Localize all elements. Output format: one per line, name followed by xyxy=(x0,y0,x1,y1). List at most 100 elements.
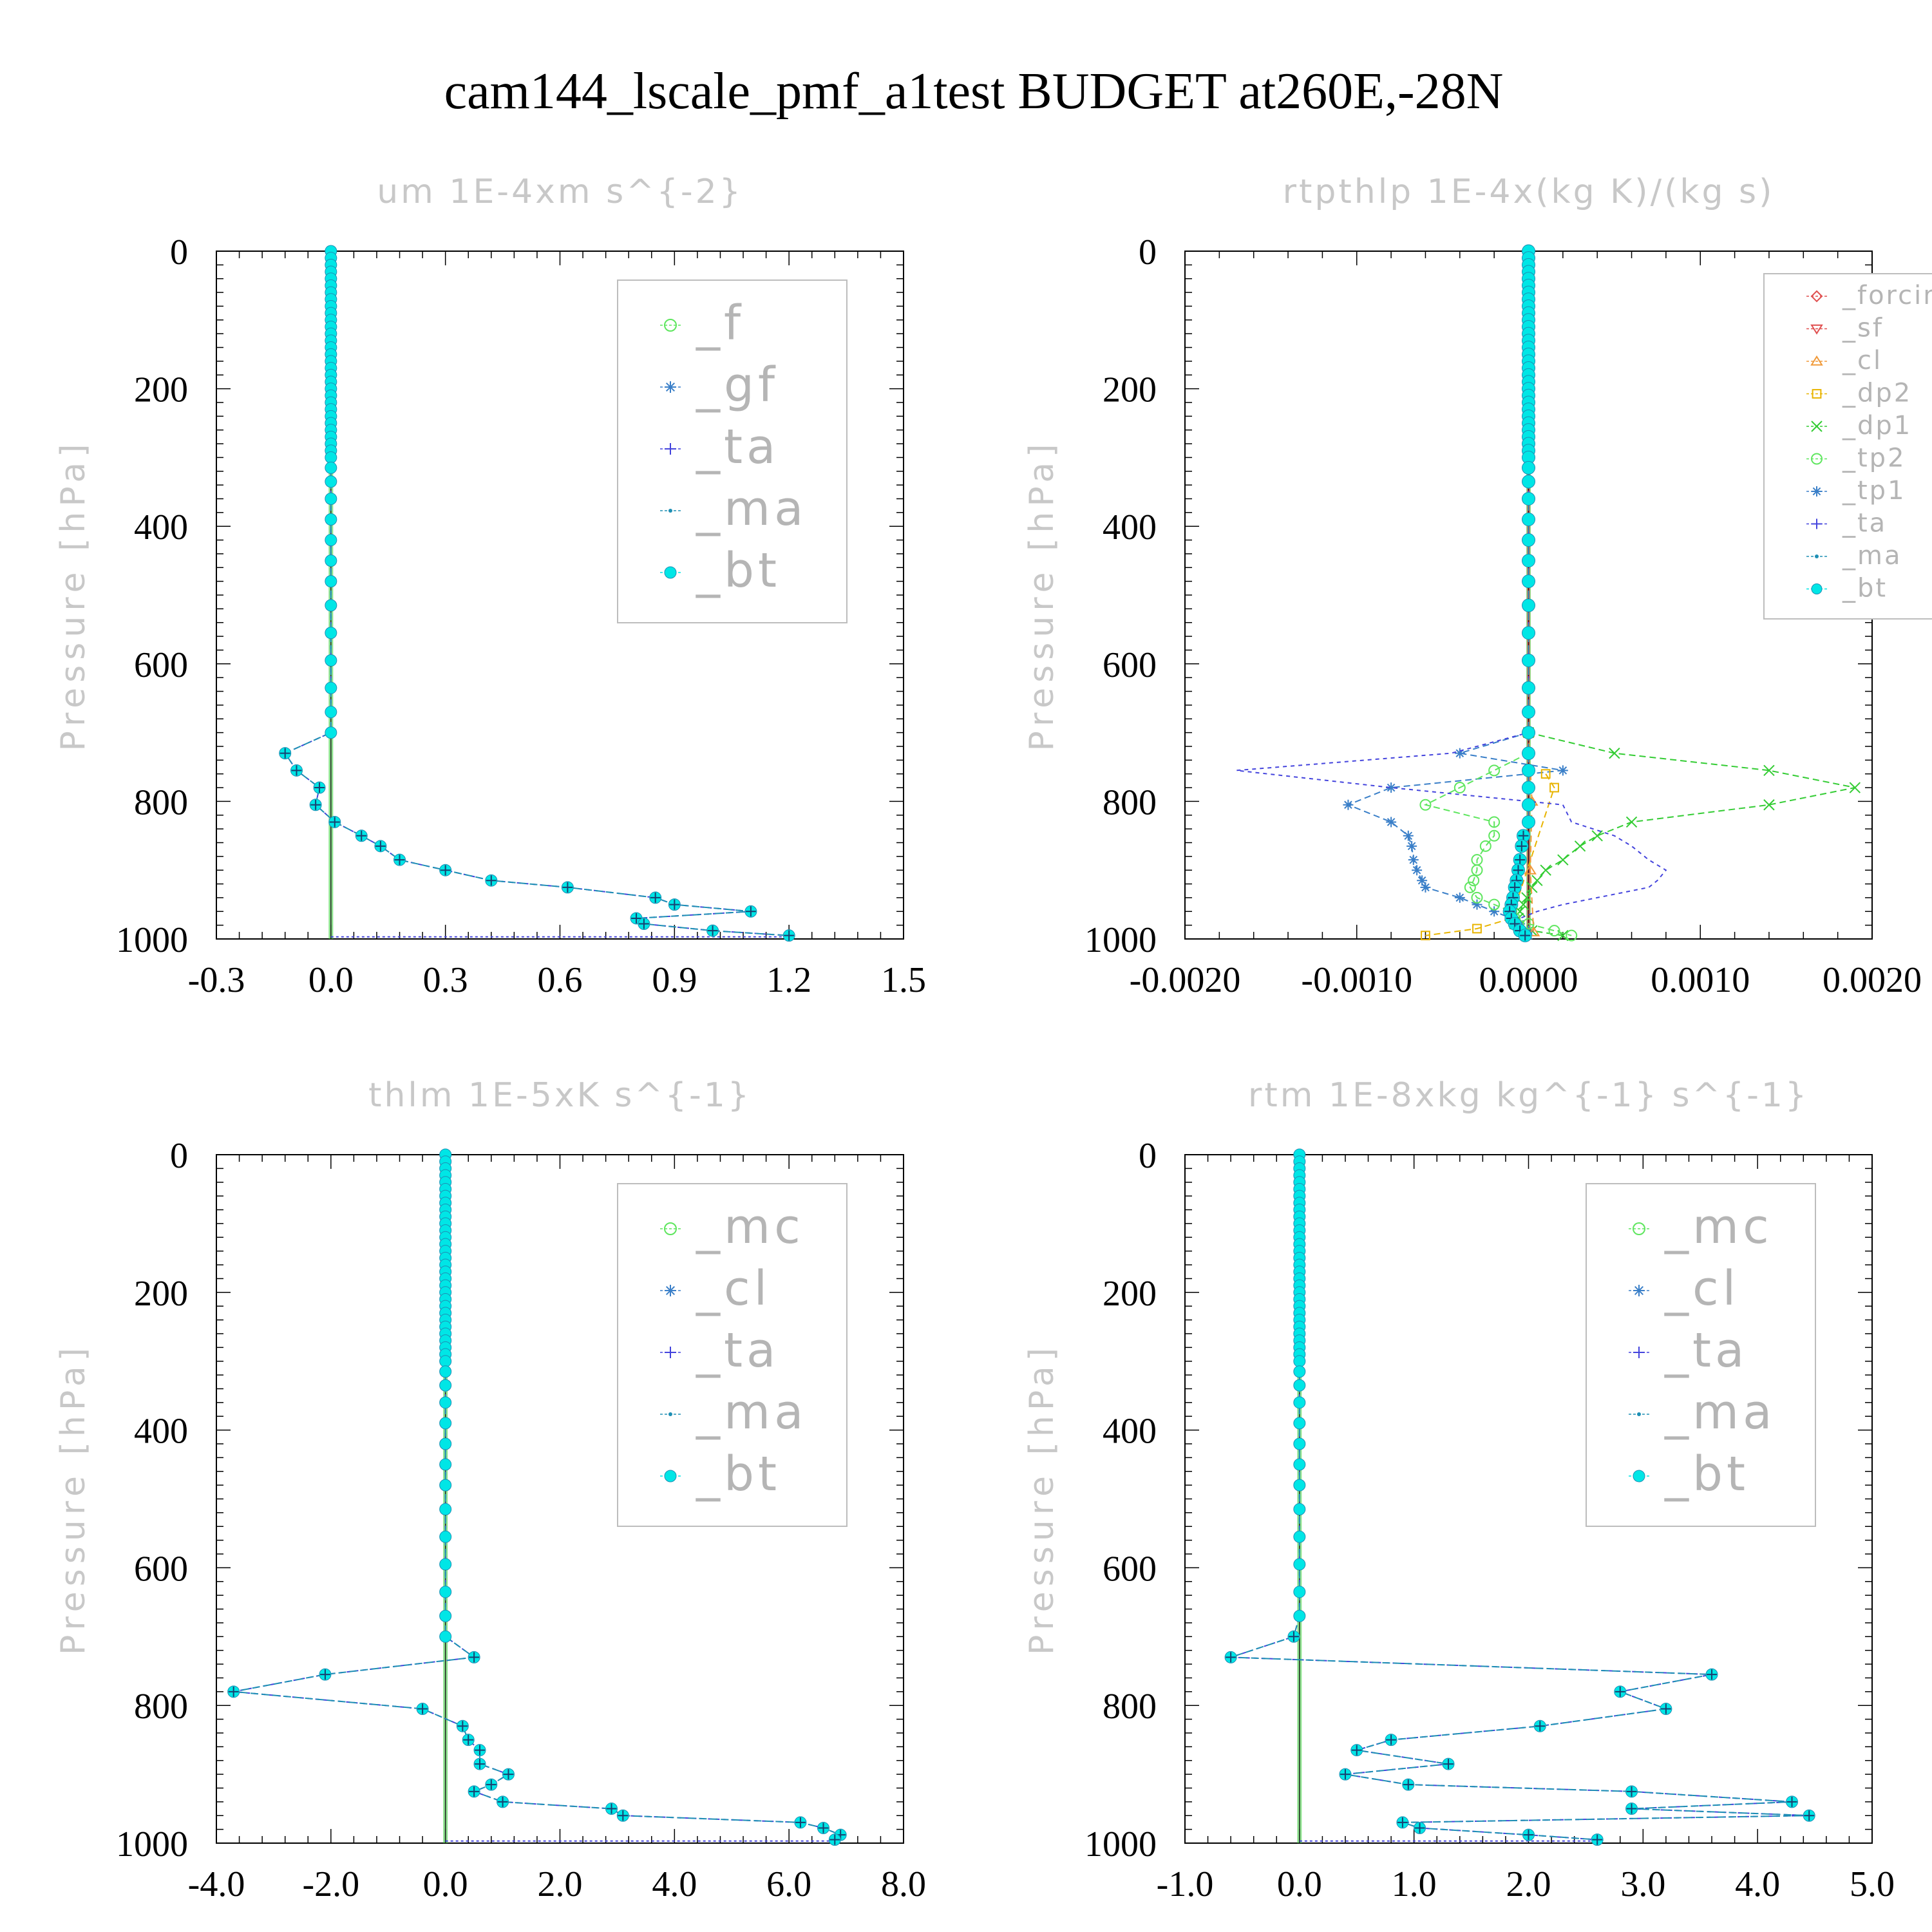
y-tick-label: 800 xyxy=(134,782,188,822)
ta-point xyxy=(818,1823,829,1833)
extra-series-marker xyxy=(1386,817,1397,828)
x-tick-label: 2.0 xyxy=(538,1864,583,1904)
ta-point xyxy=(1804,1810,1815,1821)
ta-point xyxy=(1626,1786,1637,1797)
legend-label: _bt xyxy=(696,1446,781,1502)
panel-title: rtm 1E-8xkg kg^{-1} s^{-1} xyxy=(1248,1076,1809,1115)
ta-point xyxy=(314,782,325,793)
ta-point xyxy=(1226,1652,1236,1663)
extra-series-marker xyxy=(1517,898,1530,911)
bt-point xyxy=(439,1479,452,1492)
extra-series-marker xyxy=(1488,816,1501,828)
panel-title: um 1E-4xm s^{-2} xyxy=(377,173,743,211)
ta-point xyxy=(417,1703,428,1714)
bt-point xyxy=(325,706,337,719)
bt-point xyxy=(1522,681,1535,695)
legend-label: _ta xyxy=(1842,509,1887,538)
extra-series-marker xyxy=(1526,882,1538,893)
y-tick-label: 1000 xyxy=(1084,1824,1157,1864)
extra-series-marker xyxy=(1557,765,1568,776)
extra-series-marker xyxy=(1454,892,1465,903)
legend-marker xyxy=(668,509,672,513)
legend-marker xyxy=(1815,554,1819,558)
y-tick-label: 0 xyxy=(1139,1136,1157,1176)
y-axis-label: Pressure [hPa] xyxy=(1023,1343,1061,1655)
legend-label: _tp2 xyxy=(1842,444,1906,473)
legend-label: _ma xyxy=(1842,541,1902,571)
bt-point xyxy=(325,575,337,588)
bt-point xyxy=(1522,815,1535,829)
y-tick-label: 400 xyxy=(1103,507,1157,547)
x-tick-label: 3.0 xyxy=(1620,1864,1665,1904)
legend-box xyxy=(1763,273,1932,620)
legend-label: _ma xyxy=(696,1385,807,1440)
chart-panel-4: rtm 1E-8xkg kg^{-1} s^{-1} Pressure [hPa]… xyxy=(1023,1076,1895,1904)
ta-point xyxy=(469,1652,480,1663)
ta-point xyxy=(475,1759,486,1770)
x-tick-label: 0.0010 xyxy=(1651,960,1750,1000)
x-tick-label: 2.0 xyxy=(1506,1864,1551,1904)
extra-series-marker xyxy=(1464,881,1476,893)
y-tick-label: 400 xyxy=(134,1412,188,1452)
bt-point xyxy=(1522,798,1535,812)
ta-point xyxy=(631,913,642,923)
ta-point xyxy=(279,748,290,759)
legend-marker xyxy=(1637,1412,1641,1416)
x-tick-label: -4.0 xyxy=(188,1864,245,1904)
x-tick-label: -0.0020 xyxy=(1130,960,1241,1000)
legend-marker xyxy=(1810,355,1823,366)
extra-series-marker xyxy=(1527,926,1540,936)
legend-label: _f xyxy=(696,296,744,351)
legend-marker xyxy=(668,1412,672,1416)
x-tick-label: 0.0 xyxy=(1277,1864,1322,1904)
extra-series-marker xyxy=(1419,799,1432,811)
ta-point xyxy=(1592,1834,1603,1845)
ta-point xyxy=(606,1803,617,1814)
legend-label: _cl xyxy=(1664,1261,1739,1316)
extra-series-marker xyxy=(1454,782,1466,794)
extra-series-marker xyxy=(1763,764,1775,777)
extra-series-marker xyxy=(1468,875,1480,887)
ta-point xyxy=(745,906,756,917)
ta-point xyxy=(1510,882,1520,893)
bt-point xyxy=(439,1458,452,1471)
extra-series-marker xyxy=(1488,764,1501,777)
ta-point xyxy=(829,1834,840,1845)
y-tick-label: 0 xyxy=(1139,232,1157,272)
y-tick-label: 200 xyxy=(134,1274,188,1314)
y-tick-label: 600 xyxy=(134,645,188,685)
bt-point xyxy=(1522,554,1535,568)
extra-series-marker xyxy=(1343,799,1354,810)
y-tick-label: 800 xyxy=(134,1687,188,1727)
ta-point xyxy=(457,1721,468,1732)
legend-marker xyxy=(1812,518,1822,529)
ta-point xyxy=(1414,1823,1425,1833)
extra-series-marker xyxy=(1472,899,1482,910)
x-tick-label: 0.9 xyxy=(652,960,697,1000)
x-tick-label: 1.0 xyxy=(1392,1864,1437,1904)
legend-marker xyxy=(1811,583,1823,594)
bt-point xyxy=(1293,1586,1306,1598)
extra-series-marker xyxy=(1408,855,1419,866)
ta-point xyxy=(469,1786,480,1797)
x-tick-label: 0.0000 xyxy=(1479,960,1578,1000)
y-axis-label: Pressure [hPa] xyxy=(54,439,93,752)
bt-point xyxy=(1293,1355,1306,1368)
bt-point xyxy=(1293,1558,1306,1571)
ta-point xyxy=(1518,830,1529,841)
legend-box xyxy=(617,1183,848,1527)
x-tick-label: 1.2 xyxy=(766,960,811,1000)
ta-point xyxy=(1523,1830,1534,1841)
ta-point xyxy=(1403,1779,1414,1790)
legend-marker xyxy=(664,319,677,332)
y-tick-label: 200 xyxy=(134,370,188,410)
bt-point xyxy=(1522,726,1535,740)
legend-marker xyxy=(665,1347,676,1358)
extra-series-line-1 xyxy=(1513,732,1855,936)
bt-point xyxy=(325,475,337,488)
bt-point xyxy=(1293,1530,1306,1543)
y-tick-label: 800 xyxy=(1103,1687,1157,1727)
bt-point xyxy=(1522,763,1535,777)
y-tick-label: 200 xyxy=(1103,370,1157,410)
